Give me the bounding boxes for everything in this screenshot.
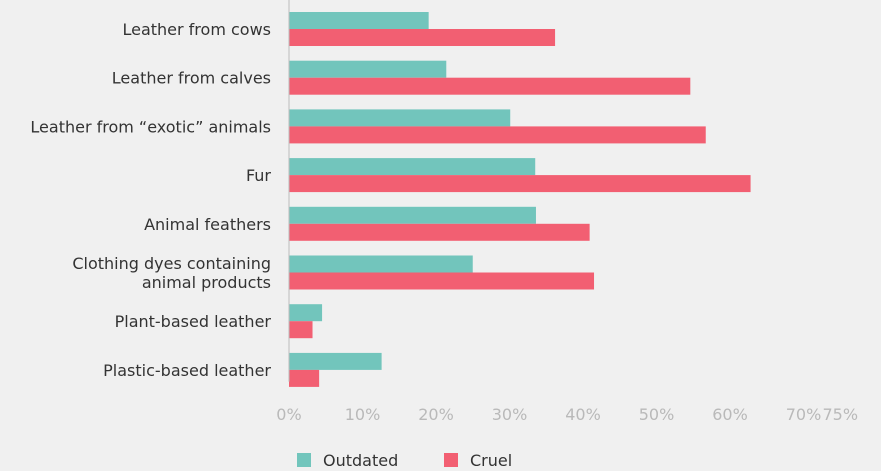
bar-outdated-leather-from-calves <box>289 60 447 78</box>
bar-outdated-plastic-based-leather <box>289 352 382 370</box>
x-tick-label-75pct: 75% <box>822 405 858 424</box>
bar-cruel-animal-feathers <box>289 223 590 241</box>
x-tick-label-20pct: 20% <box>418 405 454 424</box>
category-label-fur: Fur <box>246 166 271 185</box>
x-tick-label-40pct: 40% <box>565 405 601 424</box>
category-label-leather-from-cows: Leather from cows <box>122 20 271 39</box>
category-label-clothing-dyes-containing-animal-products-line-2: animal products <box>142 273 271 292</box>
bar-cruel-clothing-dyes-containing-animal-products <box>289 272 595 290</box>
bar-cruel-plastic-based-leather <box>289 369 320 387</box>
bar-outdated-leather-from-exotic-animals <box>289 109 511 127</box>
category-label-leather-from-calves: Leather from calves <box>112 69 271 88</box>
bars-layer <box>289 12 751 387</box>
category-label-leather-from-exotic-animals: Leather from “exotic” animals <box>30 117 271 136</box>
bar-outdated-fur <box>289 158 536 176</box>
bar-cruel-fur <box>289 175 751 193</box>
category-label-plant-based-leather: Plant-based leather <box>115 312 272 331</box>
category-labels: Leather from cows Leather from calves Leat… <box>30 20 271 380</box>
bar-outdated-plant-based-leather <box>289 304 323 322</box>
bar-cruel-leather-from-calves <box>289 77 691 95</box>
bar-cruel-leather-from-cows <box>289 29 556 46</box>
bar-outdated-clothing-dyes-containing-animal-products <box>289 255 473 273</box>
category-label-animal-feathers: Animal feathers <box>144 215 271 234</box>
category-label-plastic-based-leather: Plastic-based leather <box>103 361 271 380</box>
x-tick-label-10pct: 10% <box>345 405 381 424</box>
legend-swatch-outdated <box>297 453 311 467</box>
legend: Outdated Cruel <box>297 451 512 470</box>
bar-cruel-plant-based-leather <box>289 321 313 339</box>
legend-label-outdated: Outdated <box>323 451 398 470</box>
x-tick-label-50pct: 50% <box>639 405 675 424</box>
x-axis-ticks: 0% 10% 20% 30% 40% 50% 60% 70% 75% <box>276 405 858 424</box>
bar-cruel-leather-from-exotic-animals <box>289 126 706 144</box>
legend-label-cruel: Cruel <box>470 451 512 470</box>
x-tick-label-30pct: 30% <box>492 405 528 424</box>
bar-outdated-animal-feathers <box>289 206 536 224</box>
legend-swatch-cruel <box>444 453 458 467</box>
x-tick-label-0pct: 0% <box>276 405 301 424</box>
category-label-clothing-dyes-containing-animal-products-line-1: Clothing dyes containing <box>72 254 271 273</box>
x-tick-label-60pct: 60% <box>712 405 748 424</box>
bar-outdated-leather-from-cows <box>289 12 429 29</box>
x-tick-label-70pct: 70% <box>786 405 822 424</box>
